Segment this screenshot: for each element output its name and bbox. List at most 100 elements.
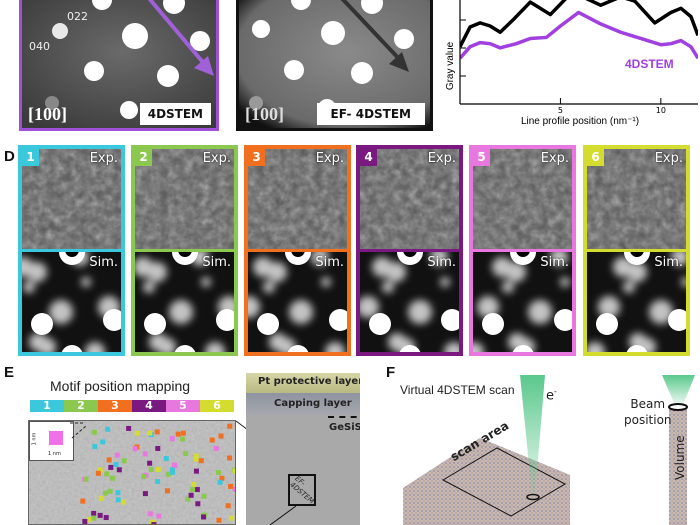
- motif-marker: [92, 444, 98, 450]
- motif-number-badge: 4: [360, 149, 377, 166]
- motif-marker: [218, 433, 224, 439]
- pt-layer: Pt protective layer: [246, 373, 360, 393]
- motif-panel-6: 6 Exp. Sim.: [583, 145, 690, 356]
- motif-marker: [154, 429, 160, 435]
- motif-marker: [115, 497, 121, 503]
- motif-marker: [108, 464, 114, 470]
- panel-label-d: D: [4, 148, 15, 165]
- motif-marker: [165, 488, 171, 494]
- panel-divider: [360, 249, 459, 252]
- motif-marker: [183, 451, 189, 457]
- motif-marker: [103, 515, 109, 521]
- volume-column: [669, 408, 687, 525]
- motif-panel-2: 2 Exp. Sim.: [131, 145, 238, 356]
- exp-label: Exp.: [315, 151, 344, 166]
- exp-label: Exp.: [540, 151, 569, 166]
- motif-marker: [228, 483, 234, 489]
- sim-label: Sim.: [540, 255, 569, 270]
- motif-marker: [107, 488, 113, 494]
- profile-arrow: [147, 0, 208, 68]
- zone-axis-label: [100]: [28, 104, 67, 124]
- motif-marker: [169, 467, 175, 473]
- motif-marker: [147, 460, 153, 466]
- motif-marker: [193, 468, 199, 474]
- beam-spot: [526, 493, 540, 501]
- motif-marker: [114, 452, 120, 458]
- motif-marker: [80, 498, 86, 504]
- unit-cell-square: [49, 431, 63, 445]
- simulated-image: [473, 252, 572, 352]
- motif-marker: [106, 457, 112, 463]
- series-label-4dstem: 4DSTEM: [625, 57, 674, 71]
- motif-marker: [156, 513, 162, 519]
- y-axis-label: Gray value: [445, 41, 456, 90]
- motif-marker: [180, 430, 186, 436]
- motif-number-badge: 2: [135, 149, 152, 166]
- motif-marker: [97, 467, 103, 473]
- exp-label: Exp.: [89, 151, 118, 166]
- diffraction-pattern: [22, 0, 216, 128]
- substrate-label: GeSiSn: [329, 422, 360, 433]
- motif-marker: [169, 436, 175, 442]
- image-tag: EF- 4DSTEM: [316, 103, 425, 125]
- motif-marker: [188, 492, 194, 498]
- electron-beam: [520, 375, 545, 495]
- motif-marker: [104, 471, 110, 477]
- cross-section-image: Pt protective layer Capping layer GeSiSn…: [246, 373, 360, 525]
- motif-marker: [147, 511, 153, 517]
- motif-marker: [165, 471, 171, 477]
- simulated-image: [360, 252, 459, 352]
- motif-marker: [83, 476, 89, 482]
- simulated-image: [587, 252, 686, 352]
- exp-label: Exp.: [427, 151, 456, 166]
- electron-charge: -: [554, 387, 557, 396]
- motif-marker: [120, 499, 126, 505]
- motif-marker: [105, 426, 111, 432]
- colorbar-segment-5: 5: [166, 400, 200, 412]
- motif-marker: [91, 515, 97, 521]
- colorbar-segment-3: 3: [98, 400, 132, 412]
- motif-marker: [98, 495, 104, 501]
- sim-label: Sim.: [202, 255, 231, 270]
- electron-label: e-: [546, 387, 557, 403]
- diffraction-image-ef-4dstem: [100] EF- 4DSTEM: [236, 0, 433, 131]
- virtual-scan-title: Virtual 4DSTEM scan: [400, 383, 515, 397]
- line-profile-chart: 5 10 Gray value Line profile position (nm…: [445, 0, 698, 127]
- zone-axis-label: [100]: [245, 104, 284, 124]
- motif-marker: [142, 451, 148, 457]
- exp-label: Exp.: [654, 151, 683, 166]
- motif-number-badge: 1: [22, 149, 39, 166]
- motif-marker: [209, 437, 215, 443]
- sim-label: Sim.: [89, 255, 118, 270]
- motif-marker: [217, 479, 223, 485]
- inset-unit-cell: 1 nm 1 nm: [29, 421, 74, 461]
- motif-panel-1: 1 Exp. Sim.: [18, 145, 125, 356]
- motif-marker: [151, 522, 157, 524]
- motif-marker: [113, 462, 119, 468]
- x-tick-label: 10: [656, 106, 666, 115]
- ef-4dstem-box: EF- 4DSTEM: [288, 474, 316, 506]
- motif-marker: [193, 453, 199, 459]
- motif-marker: [95, 470, 101, 476]
- simulated-image: [248, 252, 347, 352]
- motif-marker: [229, 515, 235, 521]
- scale-x-label: 1 nm: [48, 451, 61, 457]
- interface-dashed-line: [328, 416, 360, 418]
- motif-marker: [116, 467, 122, 473]
- reflection-label: 022: [67, 10, 88, 23]
- motif-marker: [132, 446, 138, 452]
- motif-panel-4: 4 Exp. Sim.: [356, 145, 463, 356]
- panel-label-f: F: [386, 364, 396, 381]
- motif-marker: [225, 503, 231, 509]
- motif-marker: [232, 486, 235, 492]
- motif-number-badge: 3: [248, 149, 265, 166]
- motif-number-badge: 6: [587, 149, 604, 166]
- sim-label: Sim.: [427, 255, 456, 270]
- volume-label: Volume: [673, 435, 687, 480]
- motif-marker: [155, 445, 161, 451]
- exp-label: Exp.: [202, 151, 231, 166]
- series-line-ef-4dstem: [460, 0, 698, 48]
- motif-marker: [190, 486, 196, 492]
- panel-divider: [473, 249, 572, 252]
- motif-marker: [97, 512, 103, 518]
